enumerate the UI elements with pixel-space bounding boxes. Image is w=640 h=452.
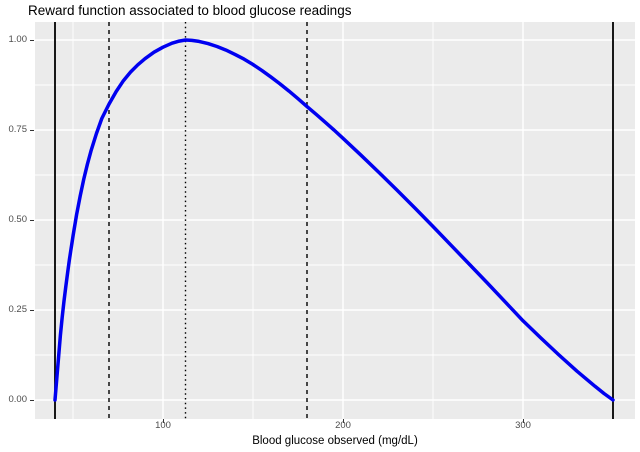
y-tick-mark <box>30 129 34 131</box>
series-reward-curve <box>53 38 615 402</box>
x-tick-label: 300 <box>515 420 531 431</box>
y-tick-label: 0.00 <box>8 394 28 405</box>
y-tick-mark <box>30 39 34 41</box>
plot-panel <box>35 22 635 419</box>
x-tick-mark <box>522 419 524 423</box>
x-tick-mark <box>162 419 164 423</box>
x-tick-label: 100 <box>155 420 171 431</box>
y-tick-mark <box>30 219 34 221</box>
x-tick-label: 200 <box>335 420 351 431</box>
y-tick-mark <box>30 399 34 401</box>
y-tick-label: 0.75 <box>8 124 28 135</box>
chart-title: Reward function associated to blood gluc… <box>28 3 352 18</box>
y-tick-label: 1.00 <box>8 34 28 45</box>
y-tick-label: 0.25 <box>8 304 28 315</box>
x-tick-mark <box>342 419 344 423</box>
y-tick-mark <box>30 309 34 311</box>
y-tick-label: 0.50 <box>8 214 28 225</box>
plot-svg <box>35 22 635 419</box>
x-axis-title: Blood glucose observed (mg/dL) <box>252 435 418 447</box>
